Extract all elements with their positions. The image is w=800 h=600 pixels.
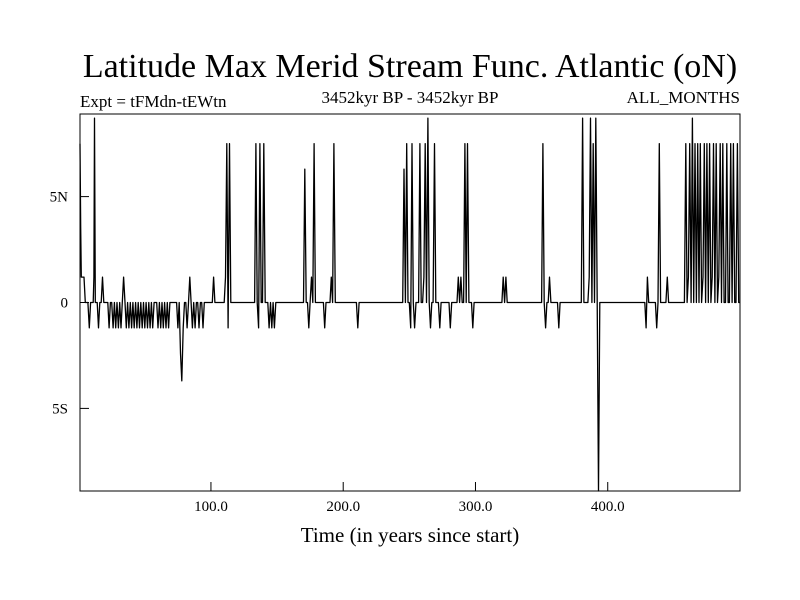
y-tick-label: 0: [61, 296, 69, 312]
chart-title: Latitude Max Merid Stream Func. Atlantic…: [83, 48, 737, 85]
series-line: [79, 117, 740, 492]
experiment-label: Expt = tFMdn-tEWtn: [80, 92, 227, 111]
x-tick-label: 300.0: [459, 499, 493, 515]
months-label: ALL_MONTHS: [627, 88, 740, 107]
y-axis-ticks: 5N 0 5S: [50, 190, 89, 417]
x-tick-label: 400.0: [591, 499, 625, 515]
x-tick-label: 200.0: [326, 499, 360, 515]
x-axis-label: Time (in years since start): [301, 523, 520, 547]
period-label: 3452kyr BP - 3452kyr BP: [322, 88, 499, 107]
y-tick-label: 5S: [52, 401, 68, 417]
x-tick-label: 100.0: [194, 499, 228, 515]
x-axis-ticks: 100.0 200.0 300.0 400.0: [194, 482, 625, 515]
y-tick-label: 5N: [50, 190, 69, 206]
